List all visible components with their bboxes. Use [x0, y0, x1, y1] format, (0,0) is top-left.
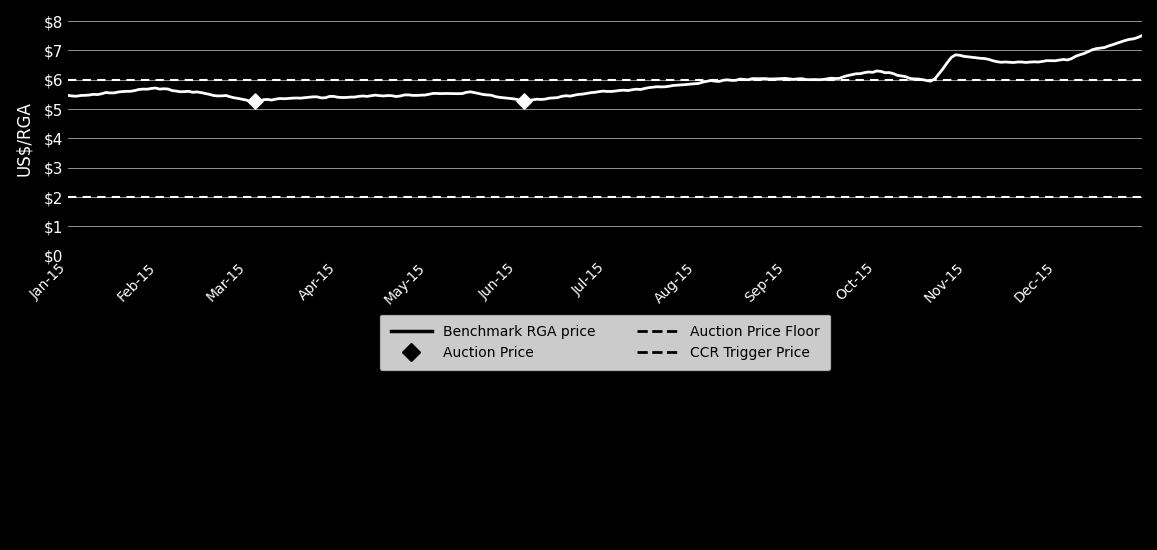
Y-axis label: US$/RGA: US$/RGA: [15, 101, 34, 176]
Point: [515, 97, 533, 106]
Point: [245, 97, 264, 106]
Legend: Benchmark RGA price, Auction Price, Auction Price Floor, CCR Trigger Price: Benchmark RGA price, Auction Price, Auct…: [379, 314, 831, 371]
